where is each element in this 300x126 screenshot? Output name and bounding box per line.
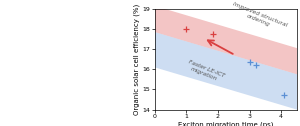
Text: Improved structural
ordering: Improved structural ordering xyxy=(230,2,288,34)
Text: Faster LE-ICT
migration: Faster LE-ICT migration xyxy=(185,59,225,84)
Polygon shape xyxy=(154,32,297,110)
Polygon shape xyxy=(154,6,297,74)
X-axis label: Exciton migration time (ps): Exciton migration time (ps) xyxy=(178,122,274,126)
Y-axis label: Organic solar cell efficiency (%): Organic solar cell efficiency (%) xyxy=(133,4,140,115)
